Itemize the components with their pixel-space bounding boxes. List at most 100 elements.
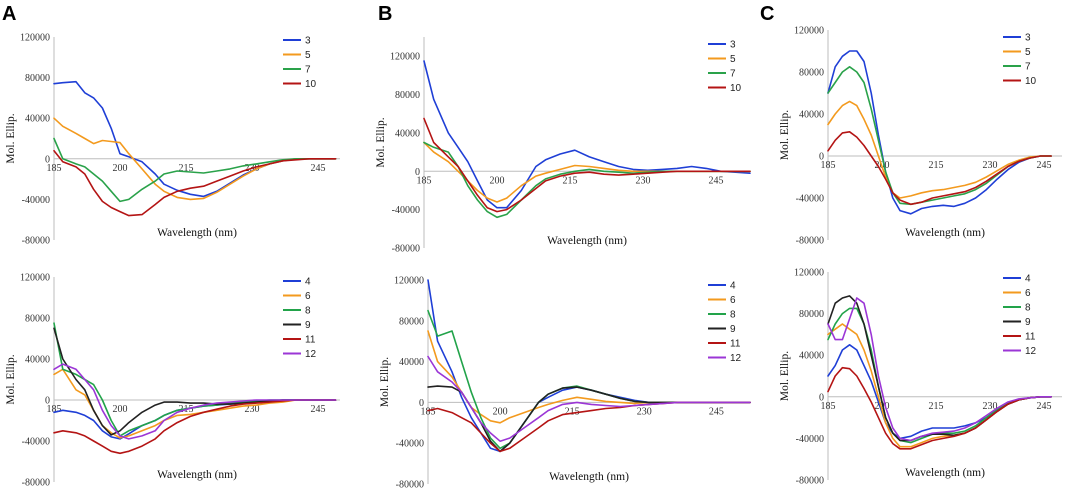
a-bottom-legend-label-12: 12 bbox=[305, 349, 317, 360]
a-bottom-y-axis-title: Mol. Ellip. bbox=[5, 354, 17, 404]
c-bottom-legend-label-11: 11 bbox=[1025, 332, 1036, 343]
b-bottom-y-tick-label: 80000 bbox=[399, 316, 424, 327]
b-top-y-tick-label: -80000 bbox=[392, 244, 420, 255]
b-bottom-series-line-12 bbox=[427, 355, 751, 443]
c-bottom-y-tick-label: 80000 bbox=[799, 309, 824, 320]
c-top-series-line-5 bbox=[827, 100, 1052, 199]
b-top-legend-label-7: 7 bbox=[730, 69, 736, 80]
a-bottom-legend-label-11: 11 bbox=[305, 335, 316, 346]
c-top-x-axis-title: Wavelength (nm) bbox=[905, 227, 985, 239]
c-top-series-line-7 bbox=[827, 66, 1052, 206]
c-bottom-x-tick-label: 215 bbox=[929, 401, 944, 412]
c-bottom-legend-label-4: 4 bbox=[1025, 274, 1031, 285]
c-top-y-tick-label: -80000 bbox=[796, 236, 824, 247]
b-top-x-tick-label: 230 bbox=[635, 175, 650, 186]
a-top-y-tick-label: -40000 bbox=[22, 195, 50, 206]
c-top-x-tick-label: 215 bbox=[929, 160, 944, 171]
c-bottom-y-tick-label: 0 bbox=[819, 392, 824, 403]
c-bottom-x-tick-label: 230 bbox=[983, 401, 998, 412]
c-bottom-legend-label-12: 12 bbox=[1025, 346, 1037, 357]
b-bottom-y-tick-label: 0 bbox=[419, 398, 424, 409]
c-bottom-series-line-8 bbox=[827, 307, 1052, 444]
a-top-x-axis-title: Wavelength (nm) bbox=[157, 227, 237, 239]
c-top-x-tick-label: 185 bbox=[821, 160, 836, 171]
a-top-legend-label-5: 5 bbox=[305, 50, 311, 61]
c-top-y-tick-label: 0 bbox=[819, 152, 824, 163]
b-top-y-axis-title: Mol. Ellip. bbox=[375, 117, 387, 167]
a-top-y-tick-label: -80000 bbox=[22, 236, 50, 247]
a-bottom-x-tick-label: 245 bbox=[311, 404, 326, 415]
a-bottom-legend-label-6: 6 bbox=[305, 291, 311, 302]
a-top-series-line-10 bbox=[53, 149, 337, 217]
c-top-y-tick-label: 80000 bbox=[799, 68, 824, 79]
c-top-y-tick-label: 120000 bbox=[794, 26, 824, 37]
b-bottom-x-tick-label: 185 bbox=[421, 406, 436, 417]
a-top-y-tick-label: 80000 bbox=[25, 73, 50, 84]
c-bottom-y-tick-label: -40000 bbox=[796, 434, 824, 445]
c-bottom-legend-label-9: 9 bbox=[1025, 317, 1031, 328]
b-bottom-series-line-6 bbox=[427, 330, 751, 424]
b-top-legend-label-5: 5 bbox=[730, 54, 736, 65]
a-bottom-x-tick-label: 200 bbox=[113, 404, 128, 415]
c-bottom-x-tick-label: 200 bbox=[875, 401, 890, 412]
c-bottom-y-tick-label: 40000 bbox=[799, 351, 824, 362]
c-bottom-series-line-4 bbox=[827, 343, 1052, 440]
b-top-series-line-7 bbox=[423, 141, 751, 219]
a-top-legend-label-7: 7 bbox=[305, 65, 311, 76]
b-bottom-series-line-4 bbox=[427, 279, 751, 453]
a-bottom-legend-label-4: 4 bbox=[305, 277, 311, 288]
a-bottom-series-line-11 bbox=[53, 399, 337, 455]
a-bottom-y-tick-label: 80000 bbox=[25, 314, 50, 325]
a-bottom-y-tick-label: 120000 bbox=[20, 273, 50, 284]
b-top-legend-label-10: 10 bbox=[730, 83, 742, 94]
a-bottom-y-tick-label: -80000 bbox=[22, 478, 50, 489]
b-top-series-line-10 bbox=[423, 117, 751, 213]
b-bottom-y-tick-label: -80000 bbox=[396, 480, 424, 489]
c-top-y-axis-title: Mol. Ellip. bbox=[779, 110, 791, 160]
b-bottom-y-tick-label: 40000 bbox=[399, 357, 424, 368]
c-bottom-x-tick-label: 185 bbox=[821, 401, 836, 412]
a-bottom-x-tick-label: 185 bbox=[47, 404, 62, 415]
c-bottom-legend-label-6: 6 bbox=[1025, 288, 1031, 299]
c-top-y-tick-label: 40000 bbox=[799, 110, 824, 121]
c-bottom-series-line-12 bbox=[827, 297, 1052, 442]
a-bottom-series-line-9 bbox=[53, 327, 337, 436]
c-bottom-y-tick-label: -80000 bbox=[796, 476, 824, 487]
b-bottom-y-tick-label: 120000 bbox=[394, 276, 424, 287]
panel-label-c: C bbox=[760, 3, 774, 25]
a-bottom-y-tick-label: 0 bbox=[45, 396, 50, 407]
c-top-legend-label-3: 3 bbox=[1025, 33, 1031, 44]
b-top-y-tick-label: 40000 bbox=[395, 128, 420, 139]
c-bottom-x-tick-label: 245 bbox=[1037, 401, 1052, 412]
b-top-x-axis-title: Wavelength (nm) bbox=[547, 235, 627, 247]
b-bottom-x-tick-label: 230 bbox=[637, 406, 652, 417]
b-top-x-tick-label: 215 bbox=[562, 175, 577, 186]
b-top-series-line-3 bbox=[423, 60, 751, 209]
b-bottom-x-tick-label: 245 bbox=[709, 406, 724, 417]
panel-label-b: B bbox=[378, 3, 392, 25]
b-bottom-y-axis-title: Mol. Ellip. bbox=[379, 357, 391, 407]
a-top-y-tick-label: 120000 bbox=[20, 33, 50, 44]
b-bottom-legend-label-6: 6 bbox=[730, 295, 736, 306]
a-bottom-series-line-12 bbox=[53, 363, 337, 440]
c-top-series-line-3 bbox=[827, 50, 1052, 215]
c-top-legend-label-10: 10 bbox=[1025, 76, 1037, 87]
b-bottom-x-tick-label: 200 bbox=[493, 406, 508, 417]
b-top-y-tick-label: 80000 bbox=[395, 90, 420, 101]
c-bottom-series-line-9 bbox=[827, 295, 1052, 442]
b-top-y-tick-label: 120000 bbox=[390, 52, 420, 63]
a-bottom-legend-label-8: 8 bbox=[305, 306, 311, 317]
c-bottom-x-axis-title: Wavelength (nm) bbox=[905, 467, 985, 479]
a-bottom-x-axis-title: Wavelength (nm) bbox=[157, 469, 237, 481]
a-top-x-tick-label: 215 bbox=[179, 163, 194, 174]
a-top-y-tick-label: 40000 bbox=[25, 114, 50, 125]
b-top-y-tick-label: -40000 bbox=[392, 205, 420, 216]
b-top-x-tick-label: 245 bbox=[708, 175, 723, 186]
a-top-legend-label-3: 3 bbox=[305, 36, 311, 47]
c-bottom-y-tick-label: 120000 bbox=[794, 268, 824, 279]
a-top-series-line-3 bbox=[53, 80, 337, 198]
a-top-x-tick-label: 185 bbox=[47, 163, 62, 174]
b-top-x-tick-label: 200 bbox=[489, 175, 504, 186]
a-top-y-axis-title: Mol. Ellip. bbox=[5, 113, 17, 163]
